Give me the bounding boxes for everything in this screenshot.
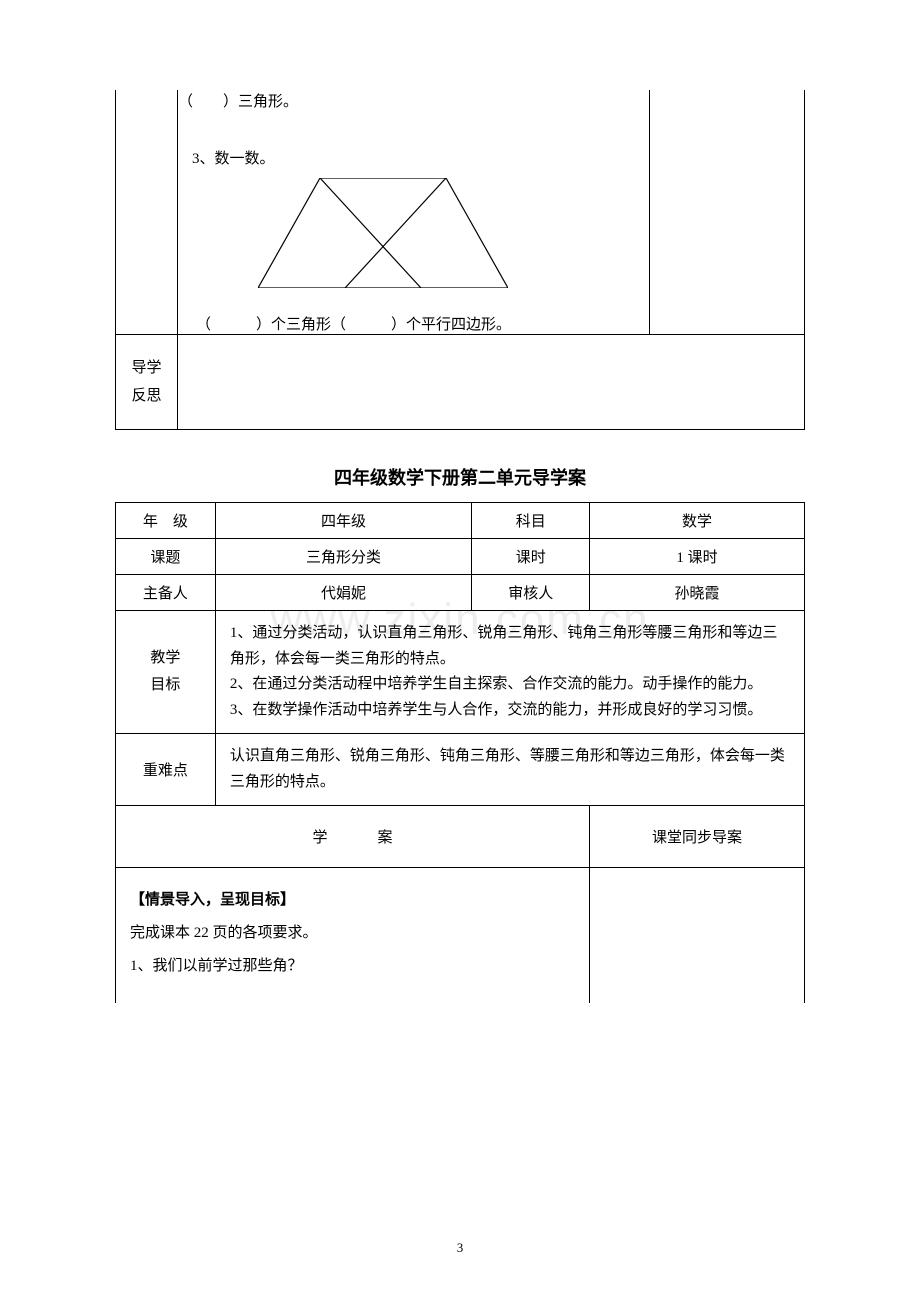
section-title: 四年级数学下册第二单元导学案 [115,464,805,490]
header-c2: 代娟妮 [215,575,471,611]
goals-text: 1、通过分类活动，认识直角三角形、锐角三角形、钝角三角形等腰三角形和等边三角形，… [215,611,804,734]
content-left: 【情景导入，呈现目标】 完成课本 22 页的各项要求。 1、我们以前学过那些角？ [116,868,590,1004]
goals-line: 2、在通过分类活动程中培养学生自主探索、合作交流的能力。动手操作的能力。 [230,676,763,692]
difficulty-label: 重难点 [116,734,216,806]
page-number: 3 [457,1240,464,1256]
count-blanks-line: （ ）个三角形（ ）个平行四边形。 [196,313,649,334]
top-left-empty [116,90,178,335]
plan-left: 学案 [116,806,590,868]
reflect-content-empty [178,335,805,430]
goals-label-l2: 目标 [150,677,180,693]
goals-line: 3、在数学操作活动中培养学生与人合作，交流的能力，并形成良好的学习习惯。 [230,702,763,718]
page: www.zixin.com.cn （ ）三角形。 3、数一数。 （ ）个三角形（… [0,0,920,1302]
header-row: 课题三角形分类课时1 课时 [116,539,805,575]
lesson-plan-table: 年 级四年级科目数学课题三角形分类课时1 课时主备人代娟妮审核人孙晓霞 教学 目… [115,502,805,1003]
header-c2: 三角形分类 [215,539,471,575]
header-c4: 1 课时 [590,539,805,575]
header-c4: 数学 [590,503,805,539]
top-right-empty [650,90,805,335]
header-row: 主备人代娟妮审核人孙晓霞 [116,575,805,611]
header-row: 年 级四年级科目数学 [116,503,805,539]
plan-right: 课堂同步导案 [590,806,805,868]
goals-label-l1: 教学 [150,650,180,666]
header-c1: 课题 [116,539,216,575]
header-c3: 科目 [472,503,590,539]
top-content-cell: （ ）三角形。 3、数一数。 （ ）个三角形（ ）个平行四边形。 [178,90,650,335]
top-continuation-table: （ ）三角形。 3、数一数。 （ ）个三角形（ ）个平行四边形。 导学 反思 [115,90,805,430]
header-c2: 四年级 [215,503,471,539]
triangle-diagram [258,178,649,293]
header-c3: 审核人 [472,575,590,611]
count-prompt: 3、数一数。 [192,147,649,168]
difficulty-text: 认识直角三角形、锐角三角形、钝角三角形、等腰三角形和等边三角形，体会每一类三角形… [215,734,804,806]
content-line2: 1、我们以前学过那些角？ [130,950,575,983]
content-heading: 【情景导入，呈现目标】 [130,884,575,917]
reflect-label-1: 导学 [131,360,161,376]
header-c3: 课时 [472,539,590,575]
blank-triangle-line: （ ）三角形。 [178,90,649,111]
header-c4: 孙晓霞 [590,575,805,611]
triangle-diagram-svg [258,178,508,288]
reflect-label-2: 反思 [131,388,161,404]
reflect-label-cell: 导学 反思 [116,335,178,430]
header-c1: 主备人 [116,575,216,611]
content-right-empty [590,868,805,1004]
header-c1: 年 级 [116,503,216,539]
content-line1: 完成课本 22 页的各项要求。 [130,917,575,950]
goals-line: 1、通过分类活动，认识直角三角形、锐角三角形、钝角三角形等腰三角形和等边三角形，… [230,625,778,667]
goals-label: 教学 目标 [116,611,216,734]
